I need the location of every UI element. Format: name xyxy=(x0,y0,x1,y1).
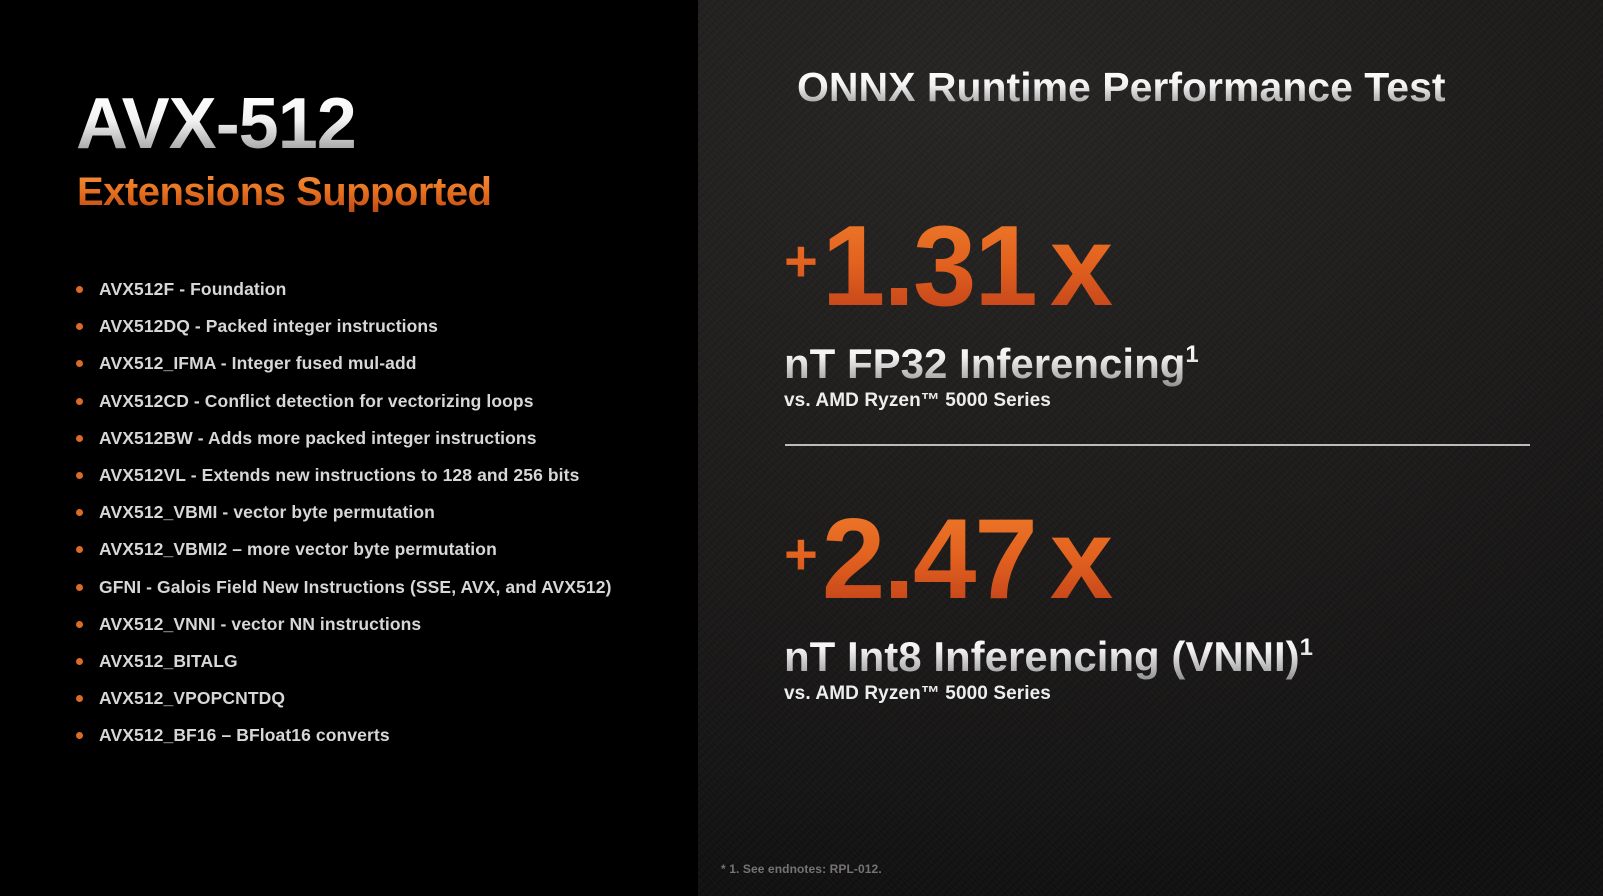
extension-label: AVX512_VNNI - vector NN instructions xyxy=(99,613,422,634)
list-item: AVX512F - Foundation xyxy=(76,271,676,308)
list-item: AVX512_VBMI2 – more vector byte permutat… xyxy=(76,531,676,568)
divider xyxy=(785,444,1530,446)
extension-label: AVX512_BF16 – BFloat16 converts xyxy=(99,725,390,746)
list-item: AVX512_IFMA - Integer fused mul-add xyxy=(76,345,676,382)
stat-fp32-comparison: vs. AMD Ryzen™ 5000 Series xyxy=(784,390,1051,411)
extension-label: GFNI - Galois Field New Instructions (SS… xyxy=(99,576,612,597)
bullet-icon xyxy=(76,472,83,480)
bullet-icon xyxy=(76,546,83,554)
bullet-icon xyxy=(76,434,83,442)
bullet-icon xyxy=(76,657,83,665)
stat-fp32-value: +1.31 x xyxy=(784,205,1199,324)
plus-sign: + xyxy=(784,229,818,294)
stat-int8-comparison: vs. AMD Ryzen™ 5000 Series xyxy=(784,683,1051,704)
multiplier-x: x xyxy=(1049,496,1114,623)
extension-label: AVX512_VBMI2 – more vector byte permutat… xyxy=(99,539,497,560)
list-item: AVX512DQ - Packed integer instructions xyxy=(76,308,676,345)
extension-label: AVX512_VBMI - vector byte permutation xyxy=(99,502,435,523)
footnote-marker: 1 xyxy=(1299,634,1314,661)
stat-label-text: nT FP32 Inferencing xyxy=(784,340,1186,387)
extension-label: AVX512F - Foundation xyxy=(99,279,287,300)
list-item: AVX512VL - Extends new instructions to 1… xyxy=(76,457,676,494)
footnote: * 1. See endnotes: RPL-012. xyxy=(721,862,882,876)
section-heading: ONNX Runtime Performance Test xyxy=(797,64,1446,110)
plus-sign: + xyxy=(784,522,818,587)
right-panel: ONNX Runtime Performance Test +1.31 x nT … xyxy=(698,0,1603,896)
stat-int8-label: nT Int8 Inferencing (VNNI)1 xyxy=(784,624,1313,681)
footnote-marker: 1 xyxy=(1185,341,1199,368)
stat-number: 2.47 xyxy=(821,496,1036,623)
extension-label: AVX512DQ - Packed integer instructions xyxy=(99,316,438,337)
list-item: AVX512_VBMI - vector byte permutation xyxy=(76,494,676,531)
list-item: AVX512BW - Adds more packed integer inst… xyxy=(76,420,676,457)
extension-label: AVX512_VPOPCNTDQ xyxy=(99,688,286,709)
extension-label: AVX512BW - Adds more packed integer inst… xyxy=(99,427,537,448)
list-item: GFNI - Galois Field New Instructions (SS… xyxy=(76,569,676,606)
bullet-icon xyxy=(76,323,83,331)
bullet-icon xyxy=(76,583,83,591)
bullet-icon xyxy=(76,509,83,517)
page-subtitle: Extensions Supported xyxy=(77,170,492,214)
list-item: AVX512_VNNI - vector NN instructions xyxy=(76,606,676,643)
extension-label: AVX512VL - Extends new instructions to 1… xyxy=(99,465,580,486)
stat-number: 1.31 xyxy=(821,203,1036,330)
left-panel: AVX-512 Extensions Supported AVX512F - F… xyxy=(0,0,698,896)
multiplier-x: x xyxy=(1049,203,1114,330)
extension-label: AVX512_BITALG xyxy=(99,650,238,671)
extension-label: AVX512_IFMA - Integer fused mul-add xyxy=(99,353,417,374)
stat-label-text: nT Int8 Inferencing (VNNI) xyxy=(784,633,1300,680)
list-item: AVX512_VPOPCNTDQ xyxy=(76,680,676,717)
extension-label: AVX512CD - Conflict detection for vector… xyxy=(99,390,534,411)
bullet-icon xyxy=(76,360,83,368)
stat-fp32: +1.31 x nT FP32 Inferencing1 vs. AMD Ryze… xyxy=(784,205,1199,412)
page-title: AVX-512 xyxy=(76,84,357,164)
bullet-icon xyxy=(76,286,83,294)
list-item: AVX512_BITALG xyxy=(76,643,676,680)
stat-fp32-label: nT FP32 Inferencing1 xyxy=(784,331,1199,388)
bullet-icon xyxy=(76,732,83,740)
bullet-icon xyxy=(76,620,83,628)
list-item: AVX512_BF16 – BFloat16 converts xyxy=(76,717,676,754)
list-item: AVX512CD - Conflict detection for vector… xyxy=(76,383,676,420)
bullet-icon xyxy=(76,397,83,405)
extensions-list: AVX512F - Foundation AVX512DQ - Packed i… xyxy=(76,271,676,754)
bullet-icon xyxy=(76,695,83,703)
stat-int8-value: +2.47 x xyxy=(784,498,1313,617)
stat-int8: +2.47 x nT Int8 Inferencing (VNNI)1 vs. A… xyxy=(784,498,1313,705)
